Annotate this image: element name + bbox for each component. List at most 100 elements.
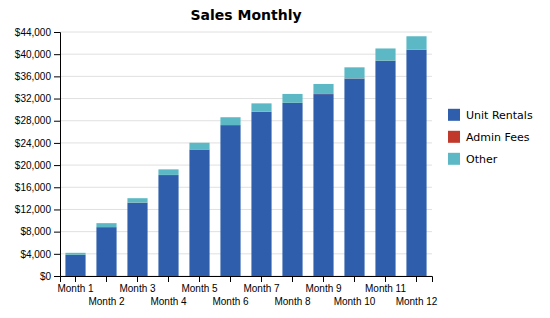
legend-item: Unit Rentals bbox=[448, 109, 533, 122]
tick-label: $4,000 bbox=[20, 249, 51, 260]
tick-label: Month 5 bbox=[181, 283, 218, 294]
tick-label: Month 7 bbox=[243, 283, 280, 294]
x-tick: Month 1 bbox=[57, 276, 94, 294]
legend-item: Other bbox=[448, 153, 498, 166]
y-tick: $12,000 bbox=[15, 204, 60, 215]
tick-mark bbox=[54, 54, 60, 55]
bar-series bbox=[65, 50, 426, 255]
legend-label: Other bbox=[466, 153, 498, 166]
x-tick: Month 9 bbox=[305, 276, 342, 294]
bar bbox=[251, 103, 271, 111]
bar bbox=[313, 84, 333, 94]
bar bbox=[158, 169, 178, 175]
legend-label: Unit Rentals bbox=[466, 109, 533, 122]
tick-mark bbox=[323, 276, 324, 282]
tick-mark bbox=[54, 254, 60, 255]
bar bbox=[220, 117, 240, 125]
x-tick: Month 3 bbox=[119, 276, 156, 294]
bar bbox=[96, 223, 116, 227]
legend-item: Admin Fees bbox=[448, 131, 530, 144]
tick-mark bbox=[385, 276, 386, 282]
tick-label: Month 4 bbox=[150, 296, 187, 307]
tick-mark bbox=[54, 76, 60, 77]
tick-mark bbox=[54, 32, 60, 33]
bar bbox=[375, 61, 395, 276]
legend-label: Admin Fees bbox=[466, 131, 530, 144]
legend: Unit Rentals Admin Fees Other bbox=[448, 109, 533, 166]
y-tick: $8,000 bbox=[20, 226, 60, 237]
legend-swatch bbox=[448, 153, 460, 165]
tick-label: Month 12 bbox=[396, 296, 438, 307]
tick-mark bbox=[416, 276, 417, 282]
bar bbox=[189, 150, 209, 276]
tick-label: Month 3 bbox=[119, 283, 156, 294]
chart: $0 $4,000 $8,000 $12,000 $16,000 $20,000 $24,0… bbox=[0, 0, 550, 318]
tick-label: $16,000 bbox=[15, 182, 52, 193]
bar-series bbox=[65, 50, 426, 276]
tick-label: Month 10 bbox=[334, 296, 376, 307]
tick-label: $8,000 bbox=[20, 226, 51, 237]
bar bbox=[65, 253, 85, 255]
tick-label: $24,000 bbox=[15, 138, 52, 149]
y-axis: $0 $4,000 $8,000 $12,000 $16,000 $20,000 $24,0… bbox=[15, 27, 61, 282]
x-tick: Month 11 bbox=[365, 276, 406, 294]
grid bbox=[60, 32, 432, 276]
tick-mark bbox=[354, 276, 355, 282]
bar bbox=[406, 50, 426, 276]
grid-line bbox=[60, 32, 432, 33]
tick-mark bbox=[261, 276, 262, 282]
tick-label: $44,000 bbox=[15, 27, 52, 38]
tick-mark bbox=[168, 276, 169, 282]
bar bbox=[313, 94, 333, 276]
y-tick: $0 bbox=[40, 271, 60, 282]
bar bbox=[406, 36, 426, 49]
bar bbox=[127, 198, 147, 202]
y-tick: $20,000 bbox=[15, 160, 60, 171]
title: Sales Monthly bbox=[190, 7, 301, 23]
bar bbox=[158, 175, 178, 276]
bar bbox=[282, 94, 302, 103]
y-tick: $44,000 bbox=[15, 27, 60, 38]
tick-mark bbox=[292, 276, 293, 282]
tick-mark bbox=[54, 232, 60, 233]
legend-swatch bbox=[448, 109, 460, 121]
y-tick: $36,000 bbox=[15, 71, 60, 82]
bar bbox=[65, 255, 85, 276]
x-tick: Month 7 bbox=[243, 276, 280, 294]
tick-mark bbox=[230, 276, 231, 282]
tick-mark bbox=[54, 187, 60, 188]
tick-mark bbox=[54, 276, 60, 277]
y-tick: $32,000 bbox=[15, 93, 60, 104]
tick-mark bbox=[199, 276, 200, 282]
tick-label: $40,000 bbox=[15, 49, 52, 60]
legend-swatch bbox=[448, 131, 460, 143]
tick-mark bbox=[54, 99, 60, 100]
axis-domain bbox=[54, 33, 61, 277]
bar bbox=[251, 112, 271, 276]
tick-label: $20,000 bbox=[15, 160, 52, 171]
bar bbox=[189, 143, 209, 150]
bars bbox=[65, 36, 426, 276]
bar bbox=[96, 227, 116, 276]
x-tick: Month 12 bbox=[396, 276, 438, 307]
tick-mark bbox=[54, 143, 60, 144]
bar bbox=[282, 103, 302, 276]
tick-mark bbox=[54, 121, 60, 122]
y-tick: $4,000 bbox=[20, 249, 60, 260]
plot: $0 $4,000 $8,000 $12,000 $16,000 $20,000 $24,0… bbox=[15, 27, 438, 307]
tick-label: $36,000 bbox=[15, 71, 52, 82]
bar bbox=[220, 125, 240, 276]
bar-series bbox=[65, 36, 426, 254]
x-axis: Month 1Month 2Month 3Month 4Month 5Month… bbox=[57, 276, 437, 307]
x-tick: Month 5 bbox=[181, 276, 218, 294]
tick-label: Month 1 bbox=[57, 283, 94, 294]
bar bbox=[344, 79, 364, 276]
tick-mark bbox=[106, 276, 107, 282]
tick-mark bbox=[54, 209, 60, 210]
tick-label: Month 9 bbox=[305, 283, 342, 294]
tick-label: Month 11 bbox=[365, 283, 406, 294]
y-tick: $24,000 bbox=[15, 138, 60, 149]
tick-label: $32,000 bbox=[15, 93, 52, 104]
tick-label: $28,000 bbox=[15, 115, 52, 126]
tick-mark bbox=[54, 165, 60, 166]
